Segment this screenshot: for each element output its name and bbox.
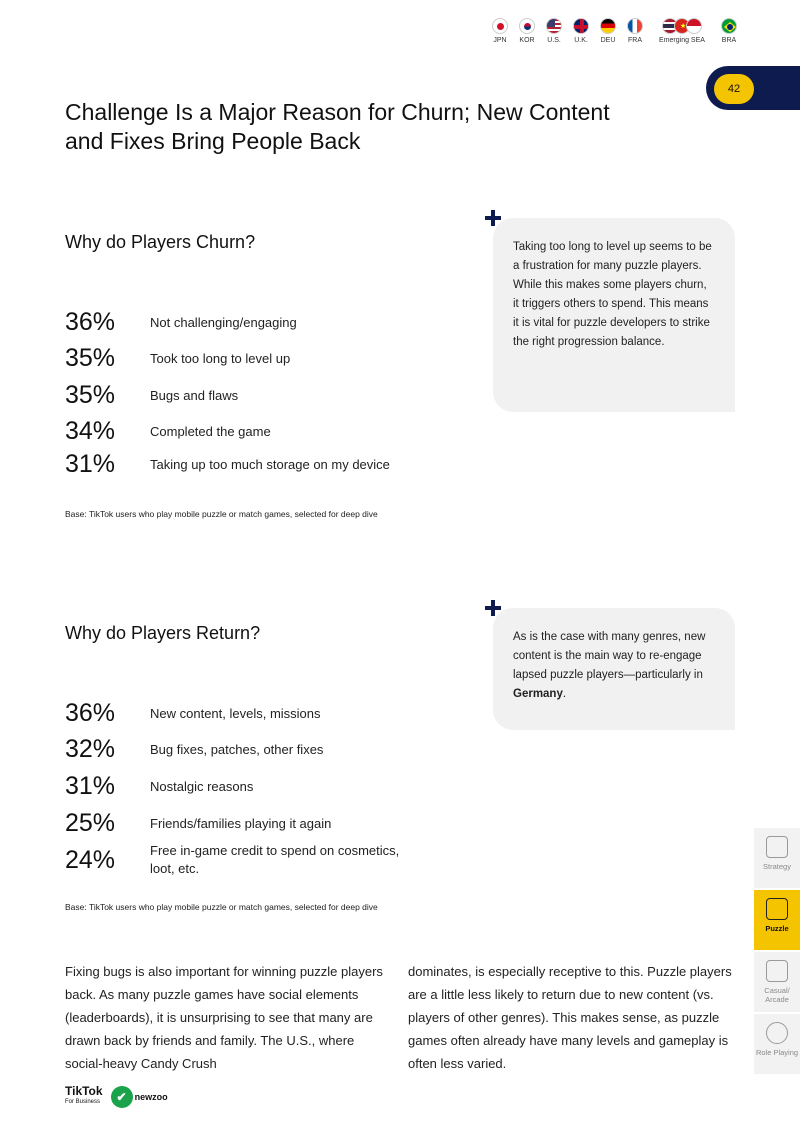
stat-percent: 36% <box>65 699 116 727</box>
stat-percent: 31% <box>65 772 116 800</box>
flag-label: U.K. <box>574 37 588 44</box>
plus-icon <box>483 598 503 618</box>
arcade-icon <box>766 960 788 982</box>
france-flag-icon <box>627 18 643 34</box>
stat-percent: 35% <box>65 381 116 409</box>
nav-item-role-playing[interactable]: Role Playing <box>754 1014 800 1074</box>
churn-heading: Why do Players Churn? <box>65 232 256 252</box>
stat-percent: 31% <box>65 450 116 478</box>
genre-side-nav: Strategy Puzzle Casual/ Arcade Role Play… <box>754 828 800 1076</box>
flag-jpn[interactable]: JPN <box>491 18 509 44</box>
newzoo-logo: ✔ newzoo <box>110 1086 168 1108</box>
flag-label: Emerging SEA <box>659 37 705 44</box>
puzzle-maze-icon <box>766 898 788 920</box>
callout-highlight: Germany <box>513 688 563 700</box>
nav-label: Casual/ Arcade <box>764 986 790 1004</box>
stat-label: Nostalgic reasons <box>150 778 254 794</box>
return-stat-row: 31% Nostalgic reasons <box>65 772 400 801</box>
page-title: Challenge Is a Major Reason for Churn; N… <box>65 99 610 154</box>
brazil-flag-icon <box>721 18 737 34</box>
churn-stat-row: 35% Took too long to level up <box>65 344 400 373</box>
callout-text-end: . <box>562 688 567 700</box>
flag-bra[interactable]: BRA <box>720 18 738 44</box>
potion-icon <box>766 1022 788 1044</box>
churn-stat-row: 35% Bugs and flaws <box>65 381 400 410</box>
plus-icon <box>483 208 503 228</box>
stat-percent: 34% <box>65 417 116 445</box>
stat-percent: 32% <box>65 735 116 763</box>
stat-percent: 24% <box>65 845 116 874</box>
tiktok-for-business-logo: TikTok For Business <box>65 1084 103 1108</box>
flag-emerging-sea[interactable]: ★ Emerging SEA <box>653 18 711 44</box>
chess-knight-icon <box>766 836 788 858</box>
nav-label: Puzzle <box>765 924 789 933</box>
stat-label: Friends/families playing it again <box>150 815 332 831</box>
nav-item-puzzle[interactable]: Puzzle <box>754 890 800 950</box>
flag-fra[interactable]: FRA <box>626 18 644 44</box>
stat-label: Completed the game <box>150 423 271 439</box>
body-text-right: dominates, is especially receptive to th… <box>408 964 732 1071</box>
return-base-note: Base: TikTok users who play mobile puzzl… <box>65 902 378 912</box>
body-text-left: Fixing bugs is also important for winnin… <box>65 964 383 1071</box>
stat-label: Not challenging/engaging <box>150 314 297 330</box>
nav-item-casual-arcade[interactable]: Casual/ Arcade <box>754 952 800 1012</box>
stat-percent: 36% <box>65 308 116 336</box>
uk-flag-icon <box>573 18 589 34</box>
churn-base-note: Base: TikTok users who play mobile puzzl… <box>65 509 378 519</box>
page-number: 42 <box>714 74 754 104</box>
stat-percent: 35% <box>65 344 116 372</box>
return-stat-row: 24% Free in-game credit to spend on cosm… <box>65 842 400 878</box>
stat-label: Free in-game credit to spend on cosmetic… <box>150 843 400 876</box>
return-callout: As is the case with many genres, new con… <box>493 608 735 730</box>
stat-label: Bugs and flaws <box>150 387 239 403</box>
market-flags: JPN KOR U.S. U.K. DEU FRA ★ Emerging SEA… <box>491 18 738 44</box>
flag-label: DEU <box>600 37 616 44</box>
stat-label: Taking up too much storage on my device <box>150 456 390 472</box>
germany-flag-icon <box>600 18 616 34</box>
return-heading: Why do Players Return? <box>65 623 261 643</box>
flag-us[interactable]: U.S. <box>545 18 563 44</box>
flag-label: JPN <box>493 37 507 44</box>
churn-stat-row: 36% Not challenging/engaging <box>65 308 400 337</box>
nav-label: Role Playing <box>755 1048 799 1057</box>
korea-flag-icon <box>519 18 535 34</box>
newzoo-mark-icon: ✔ <box>110 1086 133 1108</box>
footer-logos: TikTok For Business ✔ newzoo <box>65 1084 168 1108</box>
stat-label: Took too long to level up <box>150 350 291 366</box>
newzoo-wordmark: newzoo <box>134 1092 168 1102</box>
tiktok-wordmark: TikTok <box>65 1084 103 1098</box>
callout-text: As is the case with many genres, new con… <box>513 631 706 681</box>
churn-callout: Taking too long to level up seems to be … <box>493 218 735 412</box>
return-stat-row: 25% Friends/families playing it again <box>65 809 400 838</box>
stat-percent: 25% <box>65 809 116 837</box>
churn-stat-row: 31% Taking up too much storage on my dev… <box>65 450 400 479</box>
nav-item-strategy[interactable]: Strategy <box>754 828 800 888</box>
flag-uk[interactable]: U.K. <box>572 18 590 44</box>
stat-label: Bug fixes, patches, other fixes <box>150 741 324 757</box>
flag-kor[interactable]: KOR <box>518 18 536 44</box>
nav-label: Strategy <box>763 862 791 871</box>
us-flag-icon <box>546 18 562 34</box>
flag-label: FRA <box>628 37 642 44</box>
emerging-sea-flags-icon: ★ <box>653 18 711 34</box>
flag-label: KOR <box>519 37 535 44</box>
return-stat-row: 36% New content, levels, missions <box>65 699 400 728</box>
return-stat-row: 32% Bug fixes, patches, other fixes <box>65 735 400 764</box>
churn-stat-row: 34% Completed the game <box>65 417 400 446</box>
flag-label: BRA <box>721 37 737 44</box>
tiktok-sub: For Business <box>65 1099 101 1105</box>
flag-deu[interactable]: DEU <box>599 18 617 44</box>
japan-flag-icon <box>492 18 508 34</box>
flag-label: U.S. <box>547 37 561 44</box>
stat-label: New content, levels, missions <box>150 705 321 721</box>
